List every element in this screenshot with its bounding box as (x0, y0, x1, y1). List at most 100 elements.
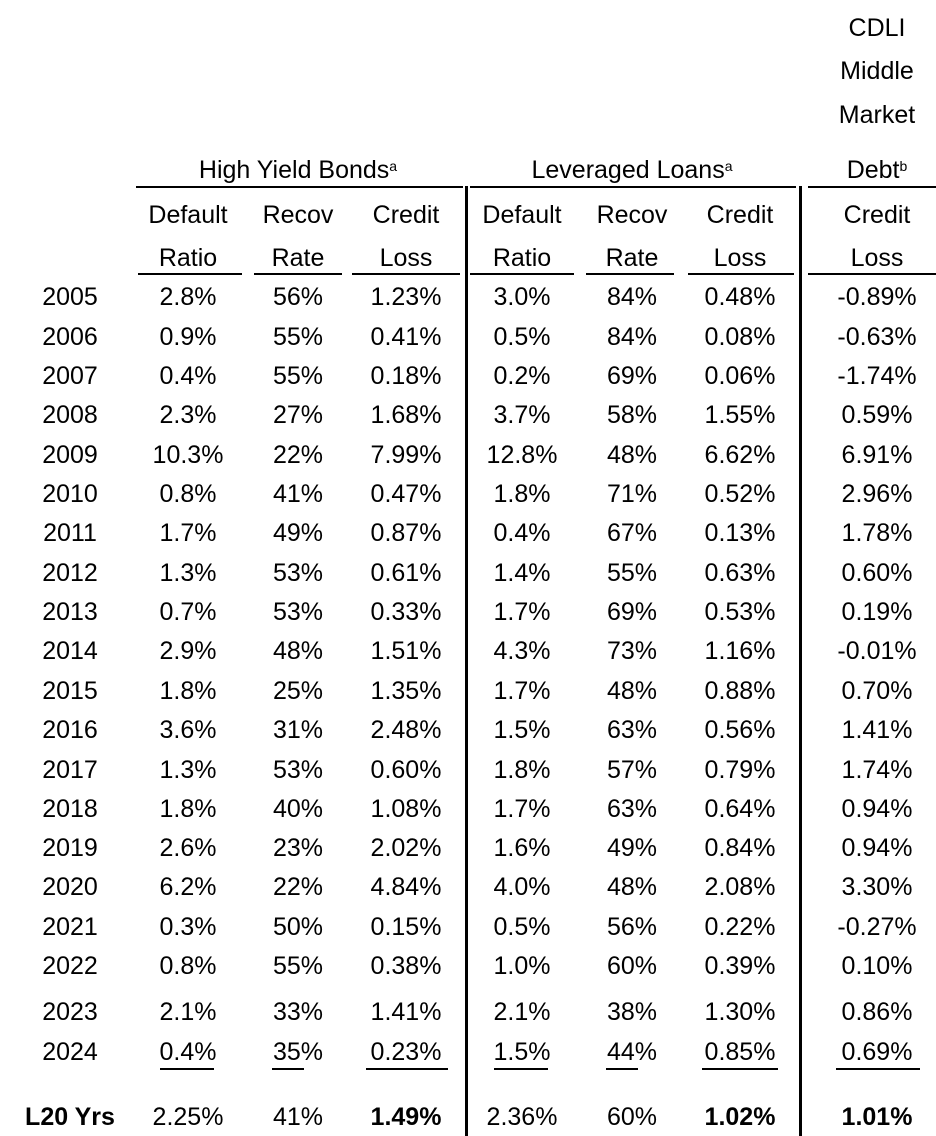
table-cell: 3.30% (841, 873, 913, 901)
table-cell: -1.74% (837, 362, 917, 390)
total-underline (272, 1068, 304, 1070)
table-cell: 6.2% (159, 873, 217, 901)
table-cell: 0.33% (370, 598, 442, 626)
table-cell: 0.7% (159, 598, 217, 626)
column-header-top: Credit (372, 201, 440, 229)
table-cell: 3.7% (493, 401, 551, 429)
table-cell: 0.8% (159, 952, 217, 980)
table-cell: 0.60% (841, 559, 913, 587)
table-cell: 55% (272, 323, 324, 351)
table-cell: 55% (272, 952, 324, 980)
row-year: 2007 (42, 362, 98, 390)
table-cell: 0.94% (841, 795, 913, 823)
table-cell: 1.8% (159, 795, 217, 823)
table-cell: 1.41% (841, 716, 913, 744)
table-cell: 0.3% (159, 913, 217, 941)
table-cell: 0.79% (704, 756, 776, 784)
table-cell: 0.22% (704, 913, 776, 941)
summary-cell: 41% (272, 1103, 324, 1131)
table-cell: 0.85% (704, 1038, 776, 1066)
column-header-top: Recov (596, 201, 668, 229)
table-cell: 1.16% (704, 637, 776, 665)
total-underline (606, 1068, 638, 1070)
column-header-underline (254, 273, 342, 275)
row-year: 2022 (42, 952, 98, 980)
table-cell: 48% (606, 677, 658, 705)
summary-cell: 1.02% (704, 1103, 776, 1131)
table-cell: 53% (272, 756, 324, 784)
table-cell: 1.7% (493, 598, 551, 626)
table-cell: 0.59% (841, 401, 913, 429)
table-cell: 73% (606, 637, 658, 665)
table-cell: 0.60% (370, 756, 442, 784)
table-cell: 1.23% (370, 283, 442, 311)
table-cell: 1.30% (704, 998, 776, 1026)
table-cell: 48% (272, 637, 324, 665)
table-cell: -0.63% (837, 323, 917, 351)
table-cell: 27% (272, 401, 324, 429)
total-underline (836, 1068, 920, 1070)
table-cell: 12.8% (486, 441, 558, 469)
column-header-top: Credit (706, 201, 774, 229)
table-cell: 1.4% (493, 559, 551, 587)
table-cell: 49% (606, 834, 658, 862)
table-cell: 0.2% (493, 362, 551, 390)
table-cell: 0.41% (370, 323, 442, 351)
table-cell: 0.9% (159, 323, 217, 351)
row-year: 2018 (42, 795, 98, 823)
table-cell: 2.6% (159, 834, 217, 862)
table-cell: 0.84% (704, 834, 776, 862)
column-header-bottom: Rate (605, 244, 659, 272)
table-cell: 1.7% (159, 519, 217, 547)
table-cell: 4.0% (493, 873, 551, 901)
table-cell: 10.3% (152, 441, 224, 469)
table-cell: 2.02% (370, 834, 442, 862)
table-cell: 40% (272, 795, 324, 823)
table-cell: 1.78% (841, 519, 913, 547)
summary-cell: 1.01% (841, 1103, 913, 1131)
group-underline (470, 186, 796, 188)
table-cell: 31% (272, 716, 324, 744)
table-cell: 23% (272, 834, 324, 862)
row-year: 2008 (42, 401, 98, 429)
table-cell: 0.18% (370, 362, 442, 390)
table-cell: 56% (272, 283, 324, 311)
column-header-bottom: Ratio (158, 244, 218, 272)
row-year: 2012 (42, 559, 98, 587)
column-header-top: Default (482, 201, 562, 229)
table-cell: 7.99% (370, 441, 442, 469)
table-cell: 1.3% (159, 756, 217, 784)
cdli-header-line: Market (838, 101, 916, 129)
column-header-bottom: Loss (713, 244, 767, 272)
table-cell: 67% (606, 519, 658, 547)
table-cell: 71% (606, 480, 658, 508)
row-year: 2021 (42, 913, 98, 941)
table-cell: 69% (606, 362, 658, 390)
table-cell: 1.41% (370, 998, 442, 1026)
table-cell: 0.48% (704, 283, 776, 311)
table-cell: 0.08% (704, 323, 776, 351)
table-cell: 35% (272, 1038, 324, 1066)
table-cell: 1.0% (493, 952, 551, 980)
row-year: 2020 (42, 873, 98, 901)
row-year: 2005 (42, 283, 98, 311)
table-cell: 25% (272, 677, 324, 705)
table-cell: 55% (606, 559, 658, 587)
table-cell: 50% (272, 913, 324, 941)
table-cell: 2.9% (159, 637, 217, 665)
table-cell: 69% (606, 598, 658, 626)
table-cell: 2.48% (370, 716, 442, 744)
table-cell: 0.63% (704, 559, 776, 587)
table-cell: 38% (606, 998, 658, 1026)
table-cell: 2.96% (841, 480, 913, 508)
group-header-high-yield-bonds: High Yield Bondsa (198, 156, 398, 184)
row-year: 2024 (42, 1038, 98, 1066)
table-cell: 1.35% (370, 677, 442, 705)
total-underline (366, 1068, 448, 1070)
table-cell: 0.4% (493, 519, 551, 547)
table-cell: 1.8% (159, 677, 217, 705)
row-year: 2013 (42, 598, 98, 626)
column-header-underline (808, 273, 936, 275)
cdli-header-line: Middle (840, 57, 914, 85)
table-cell: 63% (606, 716, 658, 744)
